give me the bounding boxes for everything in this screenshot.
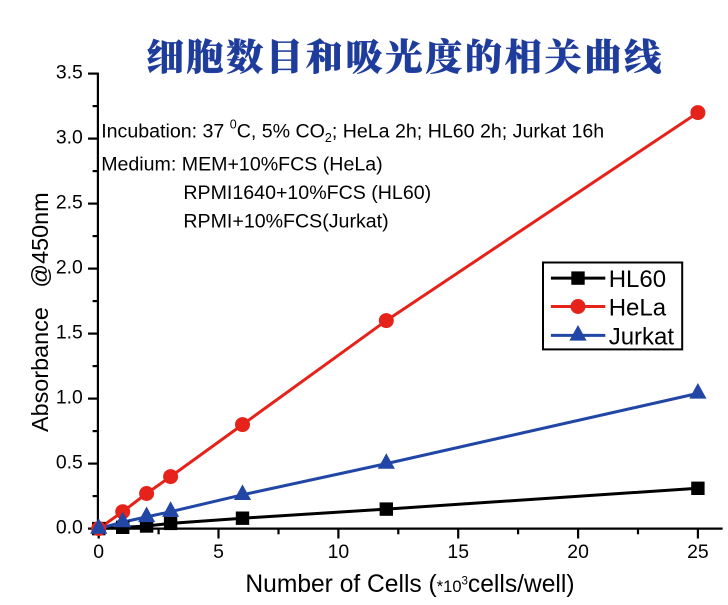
svg-text:RPMI+10%FCS(Jurkat): RPMI+10%FCS(Jurkat) (183, 211, 388, 233)
svg-text:2.5: 2.5 (56, 192, 83, 214)
svg-text:15: 15 (447, 541, 469, 563)
svg-text:5: 5 (213, 541, 224, 563)
svg-text:0: 0 (93, 541, 104, 563)
svg-text:Number of Cells (*103cells/wel: Number of Cells (*103cells/well) (245, 571, 574, 598)
svg-text:Absorbance @450nm: Absorbance @450nm (27, 192, 53, 432)
svg-text:3.0: 3.0 (56, 127, 83, 149)
svg-text:25: 25 (687, 541, 709, 563)
svg-text:HeLa: HeLa (609, 295, 667, 322)
svg-text:HL60: HL60 (609, 266, 666, 293)
svg-text:10: 10 (328, 541, 350, 563)
svg-text:Incubation: 37 0C, 5% CO2; HeL: Incubation: 37 0C, 5% CO2; HeLa 2h; HL60… (101, 118, 604, 145)
svg-text:0.0: 0.0 (56, 517, 83, 539)
svg-text:20: 20 (567, 541, 589, 563)
svg-text:1.5: 1.5 (56, 322, 83, 344)
svg-text:0.5: 0.5 (56, 452, 83, 474)
svg-text:RPMI1640+10%FCS (HL60): RPMI1640+10%FCS (HL60) (183, 182, 431, 204)
svg-text:1.0: 1.0 (56, 387, 83, 409)
svg-text:2.0: 2.0 (56, 257, 83, 279)
svg-text:Jurkat: Jurkat (609, 323, 675, 350)
svg-text:Medium: MEM+10%FCS (HeLa): Medium: MEM+10%FCS (HeLa) (101, 154, 382, 176)
svg-text:3.5: 3.5 (56, 62, 83, 84)
